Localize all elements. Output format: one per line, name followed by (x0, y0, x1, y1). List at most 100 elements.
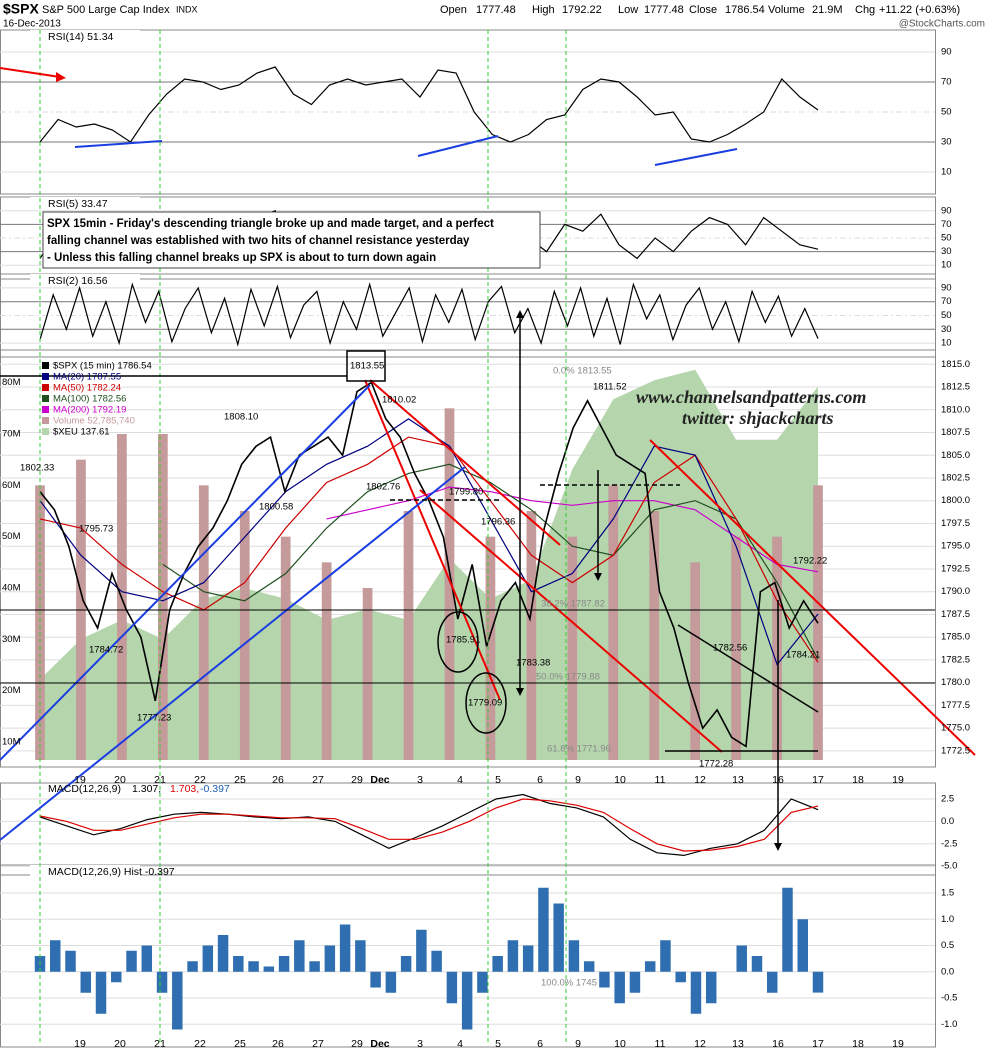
title-bg (30, 274, 140, 287)
note-box (42, 211, 541, 269)
y-tick-label: 50 (941, 310, 952, 321)
y-tick-label: 1790.0 (941, 586, 970, 597)
legend-entry: Volume 52,785,740 (53, 416, 135, 427)
panel-title: RSI(5) 33.47 (48, 198, 108, 210)
hist-bar (370, 971, 381, 988)
panel-title: RSI(14) 51.34 (48, 31, 114, 43)
x-tick-label: 19 (74, 774, 86, 786)
x-tick-label: 26 (272, 774, 284, 786)
date: 16-Dec-2013 (3, 19, 61, 30)
y-tick-label: 10 (941, 260, 952, 271)
symbol: $SPX (3, 1, 39, 17)
fib-label: 50.0% 1779.88 (536, 672, 600, 683)
hist-bar (644, 961, 656, 972)
hist-bar (111, 971, 122, 983)
hist-bar (248, 961, 259, 972)
hist-bar (187, 961, 198, 972)
x-tick-label: 5 (495, 1038, 501, 1050)
hist-bar (80, 971, 92, 993)
hist-bar (629, 971, 641, 993)
volume-tick-label: 60M (2, 480, 21, 491)
y-tick-label: 30 (941, 137, 952, 148)
y-tick-label: 50 (941, 233, 952, 244)
x-tick-label: 13 (732, 774, 744, 786)
trend-line (369, 379, 561, 546)
high-box (346, 350, 386, 382)
note-text: falling channel was established with two… (47, 235, 470, 247)
legend-swatch (42, 395, 49, 402)
x-tick-label: 5 (495, 774, 501, 786)
watermark: twitter: shjackcharts (682, 408, 834, 428)
x-tick-label: 16 (772, 774, 784, 786)
note-text: - Unless this falling channel breaks up … (47, 252, 436, 264)
x-tick-label: 19 (892, 774, 904, 786)
x-tick-label: 10 (614, 1038, 626, 1050)
hist-bar (126, 950, 137, 972)
hist-bar (446, 971, 458, 1004)
volume-bar (321, 562, 332, 760)
circle (437, 611, 479, 673)
y-tick-label: 1815.0 (941, 359, 970, 370)
x-tick-label: 27 (312, 774, 324, 786)
volume-bar (444, 408, 455, 760)
x-tick-label: 22 (194, 1038, 206, 1050)
pointer-arrow (0, 67, 61, 78)
volume-tick-label: 40M (2, 583, 21, 594)
y-tick-label: 1797.5 (941, 518, 970, 529)
volume-tick-label: 70M (2, 429, 21, 440)
y-tick-label: 70 (941, 219, 952, 230)
volume-tick-label: 20M (2, 685, 21, 696)
hist-bar (553, 903, 564, 972)
trend-line (649, 439, 976, 756)
volume-bar (485, 536, 496, 760)
fib-label: 100.0% 1745 (541, 978, 597, 989)
hist-bar (705, 971, 717, 1004)
volume-bar (403, 511, 414, 760)
x-tick-label: 27 (312, 1038, 324, 1050)
x-tick-label: 18 (852, 774, 864, 786)
quote-label: High (532, 4, 555, 16)
panel-title: MACD(12,26,9) Hist -0.397 (48, 866, 175, 878)
quote-value: 1777.48 (476, 4, 516, 16)
x-tick-label: 12 (694, 1038, 706, 1050)
x-tick-label: 21 (154, 774, 166, 786)
volume-bar (567, 536, 578, 760)
volume-bar (239, 511, 250, 760)
quote-value: +11.22 (+0.63%) (879, 4, 960, 16)
x-tick-label: 10 (614, 774, 626, 786)
volume-bar (280, 536, 291, 760)
price-label: 1808.10 (224, 412, 258, 423)
y-tick-label: 10 (941, 338, 952, 349)
hist-bar (538, 887, 549, 972)
price-label: 1792.22 (793, 556, 827, 567)
hist-bar (416, 929, 427, 972)
price-label: 1795.73 (79, 524, 113, 535)
legend-entry: $XEU 137.61 (53, 427, 110, 438)
x-tick-label: 9 (575, 774, 581, 786)
quote-value: 1786.54 (725, 4, 765, 16)
y-tick-label: 1812.5 (941, 382, 970, 393)
x-tick-label: 4 (457, 1038, 463, 1050)
hist-bar (278, 956, 290, 972)
y-tick-label: 1.5 (941, 888, 954, 899)
price-label: 1802.76 (366, 482, 400, 493)
y-tick-label: -0.5 (941, 993, 957, 1004)
x-tick-label: 6 (537, 1038, 543, 1050)
hist-bar (141, 945, 153, 972)
hist-bar (736, 945, 747, 972)
hist-bar (614, 971, 625, 1004)
black-annotations (0, 310, 935, 851)
legend-swatch (42, 384, 49, 391)
panel-title: 1.703, (170, 783, 199, 795)
x-tick-label: 13 (732, 1038, 744, 1050)
hist-bar (263, 966, 275, 972)
volume-tick-label: 10M (2, 737, 21, 748)
legend-swatch (42, 406, 49, 413)
series-line (162, 463, 819, 660)
background-layer (0, 29, 936, 1048)
hist-bar (431, 950, 442, 972)
y-tick-label: 90 (941, 47, 952, 58)
hist-bar (477, 971, 488, 993)
x-tick-label: 11 (655, 774, 666, 786)
price-label: 1796.36 (481, 517, 515, 528)
